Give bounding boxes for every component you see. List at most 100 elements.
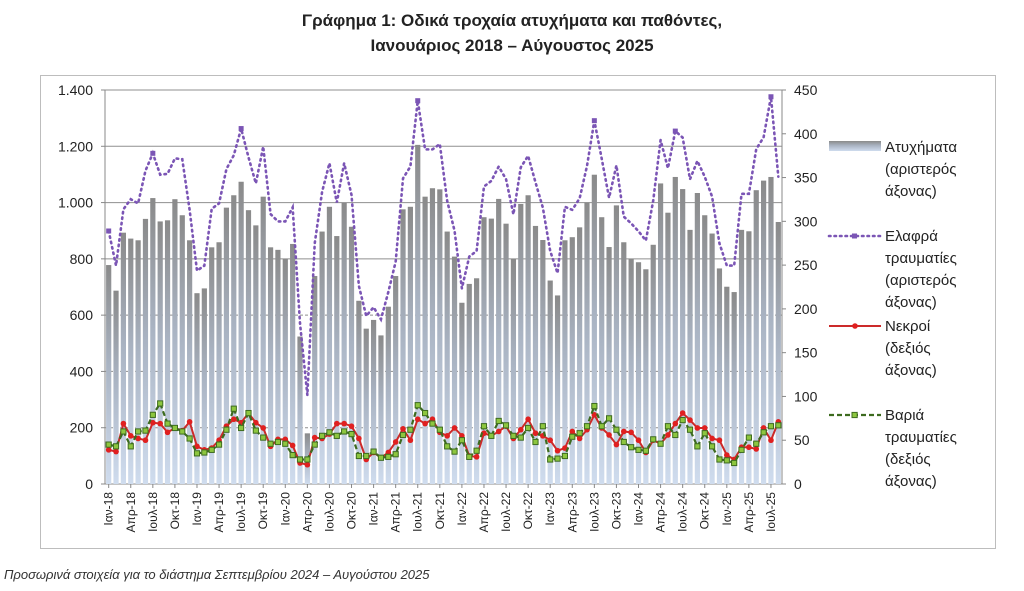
point-deaths xyxy=(407,437,414,444)
bar-accidents xyxy=(584,202,590,485)
legend-label: Βαριά xyxy=(885,407,925,424)
x-tick-label: Απρ-18 xyxy=(124,492,138,533)
y-right-tick-label: 50 xyxy=(794,432,810,448)
point-serious-injuries xyxy=(598,423,605,430)
point-serious-injuries xyxy=(179,428,186,435)
bar-accidents xyxy=(761,180,767,484)
x-tick-label: Ιουλ-23 xyxy=(587,492,601,532)
point-serious-injuries xyxy=(186,435,193,442)
point-deaths xyxy=(150,419,156,426)
point-serious-injuries xyxy=(723,457,730,464)
point-serious-injuries xyxy=(348,430,355,438)
point-deaths xyxy=(576,435,583,442)
y-right-tick-label: 0 xyxy=(794,476,802,492)
bar-accidents xyxy=(665,212,671,484)
point-serious-injuries xyxy=(569,433,576,440)
bar-accidents xyxy=(429,188,436,484)
point-serious-injuries xyxy=(230,405,237,412)
point-serious-injuries xyxy=(753,440,760,447)
bar-accidents xyxy=(451,256,458,484)
point-serious-injuries xyxy=(429,420,436,427)
point-serious-injuries xyxy=(701,430,708,437)
point-serious-injuries xyxy=(539,423,546,430)
x-tick-label: Απρ-23 xyxy=(565,492,579,533)
bar-accidents xyxy=(643,269,649,484)
bar-accidents xyxy=(216,242,222,484)
chart-title-line2: Ιανουάριος 2018 – Αύγουστος 2025 xyxy=(370,36,654,55)
bar-accidents xyxy=(444,231,450,484)
bar-accidents xyxy=(540,240,546,484)
bar-accidents xyxy=(120,232,126,484)
point-serious-injuries xyxy=(480,423,488,430)
x-tick-label: Ιουλ-25 xyxy=(764,492,778,532)
point-serious-injuries xyxy=(399,431,407,439)
point-deaths xyxy=(186,419,193,425)
bar-accidents xyxy=(775,221,781,485)
bar-accidents xyxy=(547,280,553,484)
y-left-tick-label: 1.000 xyxy=(58,195,93,211)
point-serious-injuries xyxy=(620,438,627,446)
point-serious-injuries xyxy=(738,446,745,453)
point-serious-injuries xyxy=(458,437,465,444)
point-serious-injuries xyxy=(260,434,267,441)
y-left-tick-label: 1.200 xyxy=(58,138,93,154)
point-deaths xyxy=(333,420,340,427)
bar-accidents xyxy=(768,176,774,484)
point-serious-injuries xyxy=(171,424,179,432)
legend-marker-serious-injuries xyxy=(851,411,858,419)
point-light-injuries xyxy=(672,128,678,134)
y-left-tick-label: 600 xyxy=(70,307,94,323)
point-serious-injuries xyxy=(525,424,532,432)
point-deaths xyxy=(606,432,612,438)
point-serious-injuries xyxy=(664,423,672,430)
point-serious-injuries xyxy=(576,430,583,437)
point-serious-injuries xyxy=(473,447,480,454)
point-deaths xyxy=(444,433,450,439)
y-left-tick-label: 0 xyxy=(85,476,93,492)
point-deaths xyxy=(701,425,708,431)
point-serious-injuries xyxy=(657,440,664,447)
legend-label: άξονας) xyxy=(885,362,937,379)
bar-accidents xyxy=(753,190,759,484)
bar-accidents xyxy=(370,319,377,484)
point-serious-injuries xyxy=(296,456,304,463)
bar-accidents xyxy=(267,247,274,484)
point-serious-injuries xyxy=(215,441,223,448)
bar-accidents xyxy=(746,231,752,484)
point-serious-injuries xyxy=(164,420,171,427)
x-tick-label: Ιουλ-21 xyxy=(411,492,425,532)
y-left-tick-label: 800 xyxy=(70,251,94,267)
point-serious-injuries xyxy=(245,409,252,417)
point-serious-injuries xyxy=(716,456,723,463)
bar-accidents xyxy=(164,220,171,484)
y-left-tick-label: 400 xyxy=(70,363,94,379)
point-serious-injuries xyxy=(414,402,421,409)
x-tick-label: Ιουλ-22 xyxy=(499,492,513,532)
point-deaths xyxy=(311,434,318,441)
point-deaths xyxy=(422,420,428,427)
chart-title: Γράφημα 1: Οδικά τροχαία ατυχήματα και π… xyxy=(0,8,1024,58)
point-deaths xyxy=(304,461,311,468)
footnote: Προσωρινά στοιχεία για το διάστημα Σεπτε… xyxy=(4,567,430,582)
point-deaths xyxy=(392,439,399,445)
bar-accidents xyxy=(518,203,524,484)
x-tick-label: Οκτ-23 xyxy=(609,492,623,530)
bar-accidents xyxy=(142,218,149,484)
bar-accidents xyxy=(187,240,193,484)
bar-accidents xyxy=(415,144,421,484)
point-serious-injuries xyxy=(444,443,451,450)
x-tick-label: Ιαν-19 xyxy=(190,492,204,526)
point-deaths xyxy=(105,447,112,453)
bar-accidents xyxy=(356,300,362,484)
bar-accidents xyxy=(481,217,487,484)
x-tick-label: Ιαν-22 xyxy=(455,492,469,526)
point-serious-injuries xyxy=(142,427,149,434)
point-deaths xyxy=(157,420,163,427)
bar-accidents xyxy=(532,225,539,484)
point-deaths xyxy=(230,416,237,423)
x-tick-label: Οκτ-20 xyxy=(345,492,359,530)
point-serious-injuries xyxy=(127,443,134,450)
point-serious-injuries xyxy=(510,432,517,439)
bar-accidents xyxy=(577,227,583,484)
